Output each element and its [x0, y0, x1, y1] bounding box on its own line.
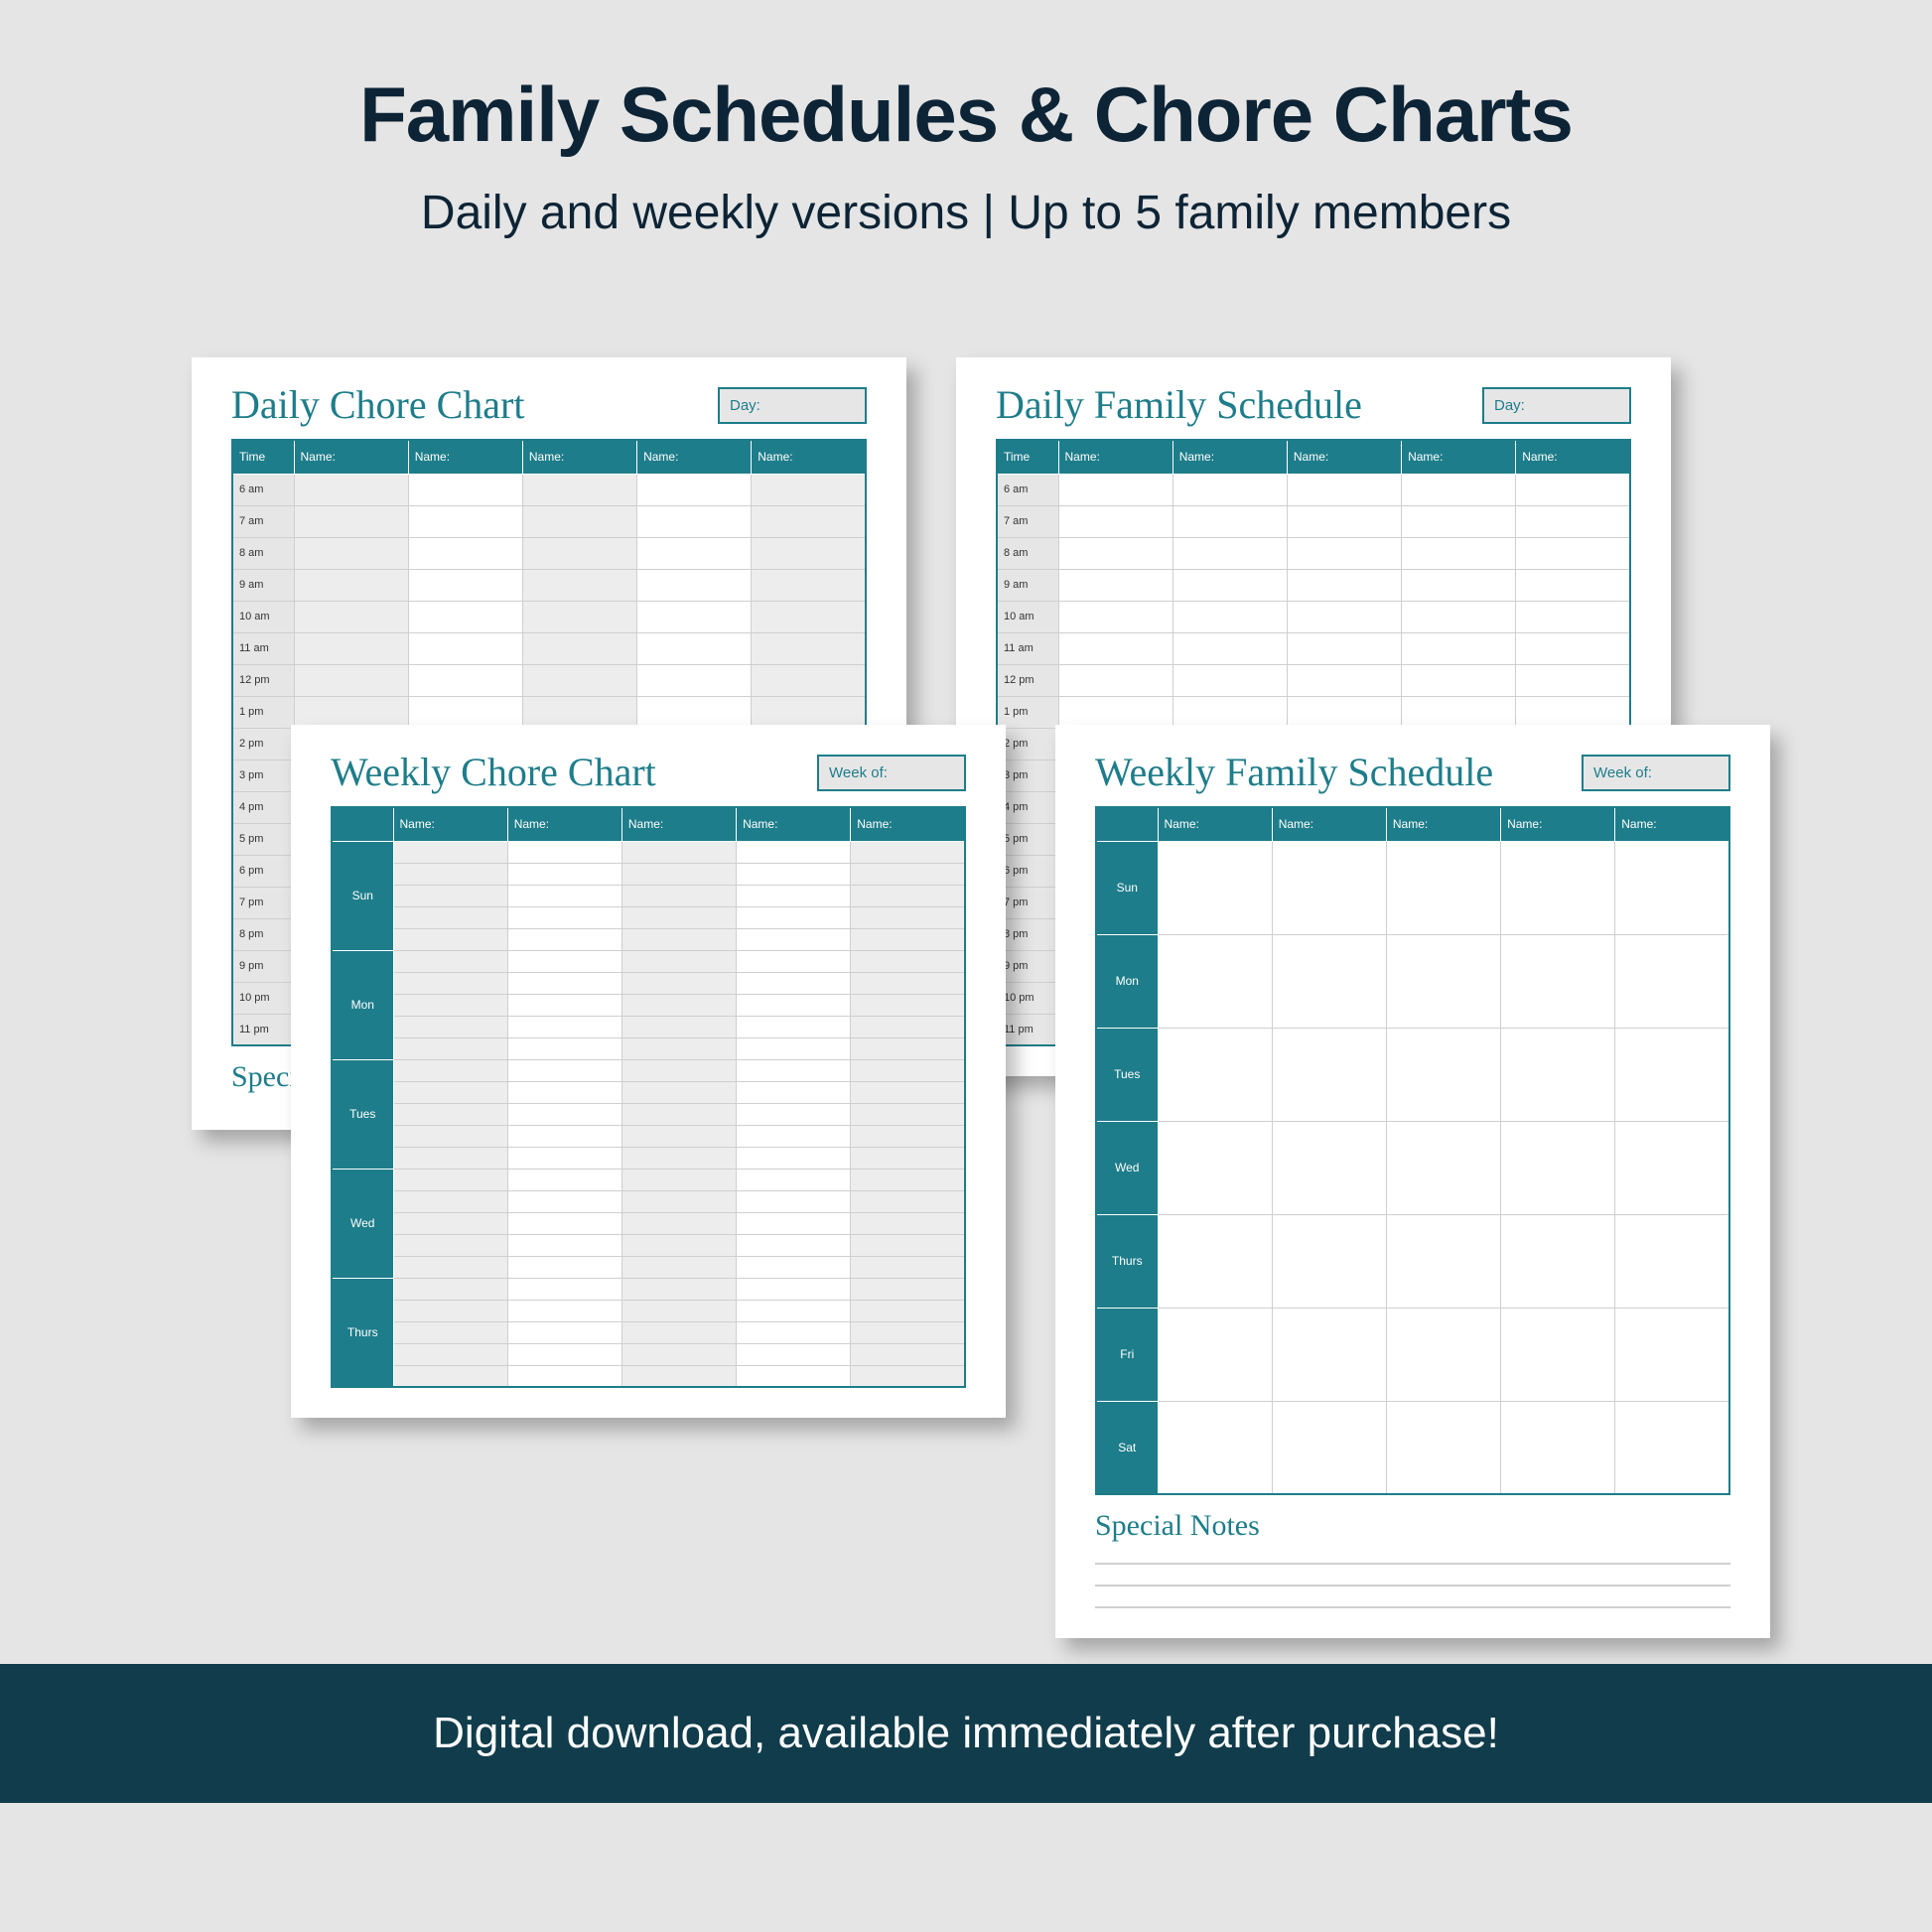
- card-weekly-schedule: Weekly Family Schedule Week of: Name:Nam…: [1055, 725, 1770, 1638]
- card-weekly-chore: Weekly Chore Chart Week of: Name:Name:Na…: [291, 725, 1006, 1418]
- note-line: [1095, 1606, 1730, 1608]
- note-line: [1095, 1585, 1730, 1587]
- footer-bar: Digital download, available immediately …: [0, 1664, 1932, 1803]
- date-box: Week of:: [817, 755, 966, 791]
- date-box: Day:: [1482, 387, 1631, 424]
- card-title: Weekly Family Schedule: [1095, 753, 1493, 792]
- subtitle: Daily and weekly versions | Up to 5 fami…: [0, 186, 1932, 240]
- main-title: Family Schedules & Chore Charts: [0, 69, 1932, 160]
- note-line: [1095, 1563, 1730, 1565]
- heading: Family Schedules & Chore Charts Daily an…: [0, 0, 1932, 240]
- card-title: Weekly Chore Chart: [331, 753, 656, 792]
- weekly-schedule-table: Name:Name:Name:Name:Name:SunMonTuesWedTh…: [1095, 806, 1730, 1495]
- date-box: Week of:: [1582, 755, 1730, 791]
- card-title: Daily Family Schedule: [996, 385, 1362, 425]
- card-title: Daily Chore Chart: [231, 385, 525, 425]
- date-box: Day:: [718, 387, 867, 424]
- page-stage: Daily Chore Chart Day: TimeName:Name:Nam…: [192, 357, 1740, 1588]
- footer-text: Digital download, available immediately …: [433, 1709, 1499, 1758]
- weekly-chore-table: Name:Name:Name:Name:Name:SunMonTuesWedTh…: [331, 806, 966, 1388]
- notes-title: Special Notes: [1095, 1509, 1730, 1543]
